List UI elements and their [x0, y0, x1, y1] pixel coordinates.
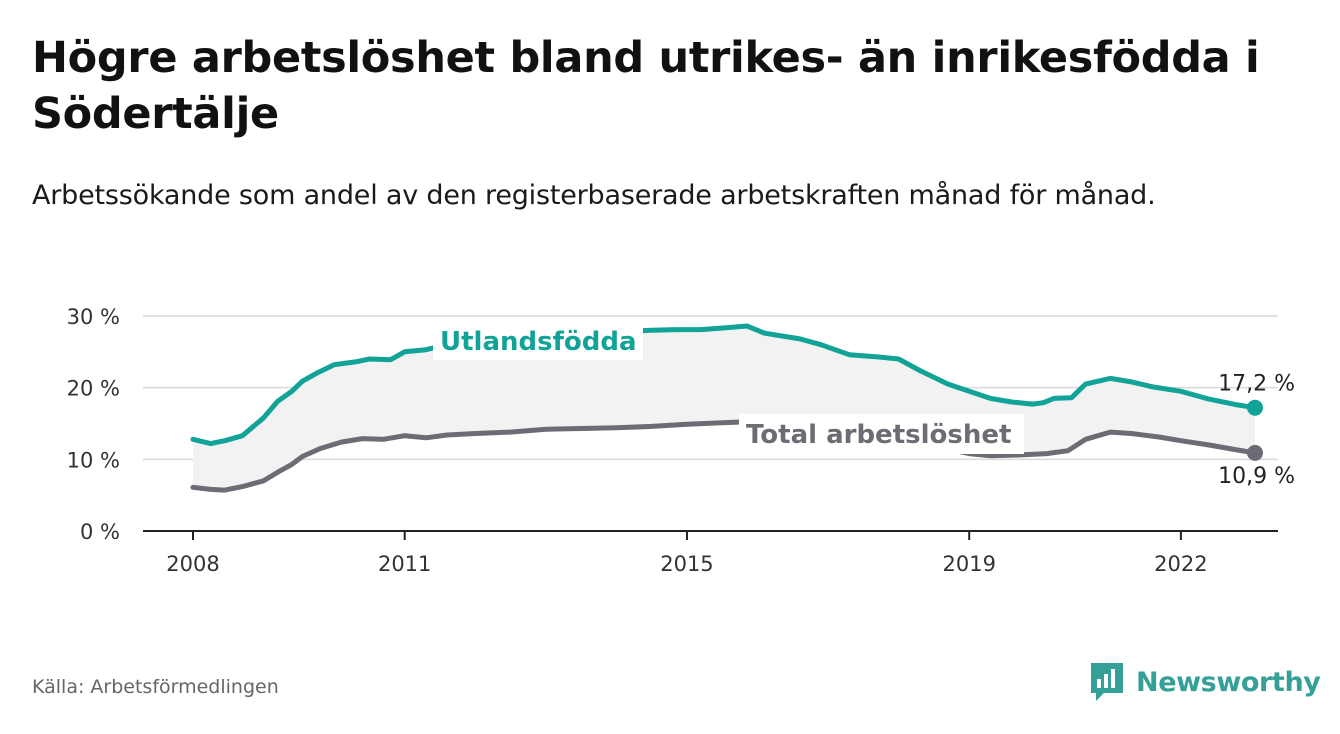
foreign-label-background: [433, 318, 643, 360]
axes: 0 % 10 % 20 % 30 % 2008 2011 2015 2019 2022: [67, 305, 1278, 576]
brand-name: Newsworthy: [1136, 666, 1321, 698]
newsworthy-logo-icon: [1091, 663, 1123, 701]
source-note: Källa: Arbetsförmedlingen: [32, 676, 279, 698]
series-label-total: Total arbetslöshet: [746, 420, 1011, 450]
x-tick-label: 2022: [1154, 552, 1207, 576]
series-line-total: [190, 418, 1258, 493]
series-label-utlandsfodda: Utlandsfödda: [440, 327, 637, 357]
total-label-background: [739, 414, 1024, 454]
y-tick-label: 30 %: [67, 305, 120, 329]
x-tick-label: 2019: [942, 552, 995, 576]
end-marker-total: [1247, 444, 1263, 461]
end-marker-utlandsfodda: [1247, 399, 1263, 416]
x-tick-label: 2008: [166, 552, 219, 576]
labels: Utlandsfödda Total arbetslöshet 17,2 % 1…: [433, 318, 1295, 489]
brand-logo[interactable]: Newsworthy: [1088, 660, 1321, 704]
series: [190, 323, 1263, 493]
y-tick-label: 10 %: [67, 448, 120, 472]
end-value-total: 10,9 %: [1218, 464, 1295, 489]
series-line-utlandsfodda: [190, 323, 1258, 447]
x-tick-label: 2015: [660, 552, 713, 576]
y-tick-label: 20 %: [67, 377, 120, 401]
chart-subtitle: Arbetssökande som andel av den registerb…: [32, 180, 1156, 211]
x-tick-label: 2011: [378, 552, 431, 576]
end-value-utlandsfodda: 17,2 %: [1218, 372, 1295, 397]
chart-title: Högre arbetslöshet bland utrikes- än inr…: [32, 33, 1260, 139]
range-band: [193, 326, 1255, 491]
y-tick-label: 0 %: [80, 520, 120, 544]
